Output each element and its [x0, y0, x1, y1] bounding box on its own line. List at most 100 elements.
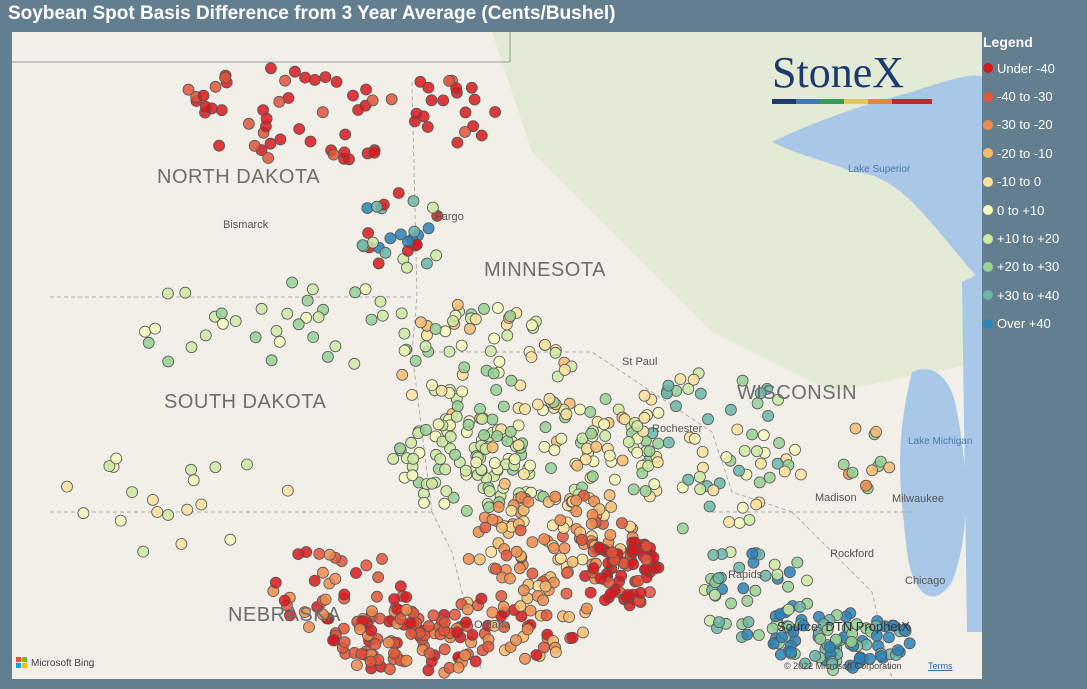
map-dot[interactable] — [504, 572, 516, 585]
map-dot[interactable] — [526, 536, 539, 549]
map-dot[interactable] — [286, 276, 299, 289]
map-dot[interactable] — [195, 498, 208, 511]
map-dot[interactable] — [853, 652, 866, 665]
map-dot[interactable] — [439, 325, 452, 338]
map-dot[interactable] — [521, 623, 534, 636]
map-dot[interactable] — [703, 500, 716, 513]
map-dot[interactable] — [712, 572, 725, 584]
map-dot[interactable] — [452, 661, 465, 674]
map-dot[interactable] — [558, 363, 571, 376]
map-dot[interactable] — [639, 485, 652, 498]
map-dot[interactable] — [476, 413, 489, 425]
map-dot[interactable] — [401, 244, 414, 257]
map-dot[interactable] — [593, 541, 606, 554]
map-dot[interactable] — [622, 436, 635, 448]
map-dot[interactable] — [430, 249, 443, 262]
map-dot[interactable] — [850, 618, 863, 631]
map-dot[interactable] — [478, 302, 490, 315]
map-dot[interactable] — [634, 587, 647, 599]
map-dot[interactable] — [352, 104, 365, 116]
map-dot[interactable] — [513, 562, 526, 575]
map-dot[interactable] — [293, 123, 306, 135]
map-dot[interactable] — [317, 608, 329, 621]
map-dot[interactable] — [524, 459, 536, 472]
map-dot[interactable] — [874, 455, 887, 468]
map-dot[interactable] — [543, 392, 556, 405]
map-dot[interactable] — [408, 225, 421, 238]
map-dot[interactable] — [469, 655, 482, 668]
map-dot[interactable] — [558, 542, 571, 555]
map-dot[interactable] — [321, 350, 334, 363]
map-dot[interactable] — [707, 484, 720, 497]
map-dot[interactable] — [522, 496, 535, 508]
map-dot[interactable] — [199, 101, 212, 113]
map-dot[interactable] — [495, 590, 508, 602]
map-dot[interactable] — [470, 456, 483, 469]
map-dot[interactable] — [468, 93, 481, 106]
map-dot[interactable] — [262, 152, 275, 164]
map-dot[interactable] — [395, 307, 408, 320]
map-dot[interactable] — [369, 638, 382, 650]
map-dot[interactable] — [604, 588, 617, 600]
map-dot[interactable] — [508, 453, 521, 466]
map-dot[interactable] — [307, 331, 320, 344]
map-dot[interactable] — [348, 357, 361, 370]
map-dot[interactable] — [603, 449, 616, 462]
map-dot[interactable] — [473, 553, 486, 566]
map-dot[interactable] — [725, 403, 737, 416]
map-dot[interactable] — [753, 476, 766, 489]
map-dot[interactable] — [455, 339, 468, 352]
map-dot[interactable] — [512, 439, 525, 452]
map-dot[interactable] — [197, 89, 210, 102]
map-dot[interactable] — [615, 569, 628, 582]
map-dot[interactable] — [209, 461, 222, 474]
map-dot[interactable] — [447, 491, 460, 504]
map-dot[interactable] — [640, 540, 653, 553]
map-dot[interactable] — [409, 354, 422, 367]
map-dot[interactable] — [640, 553, 653, 566]
map-dot[interactable] — [570, 494, 583, 507]
map-dot[interactable] — [370, 200, 383, 213]
map-dot[interactable] — [182, 83, 195, 96]
map-dot[interactable] — [504, 425, 517, 438]
map-dot[interactable] — [459, 464, 472, 477]
map-dot[interactable] — [451, 298, 464, 311]
map-dot[interactable] — [585, 517, 598, 530]
map-dot[interactable] — [560, 587, 573, 600]
map-dot[interactable] — [694, 470, 706, 483]
map-dot[interactable] — [438, 616, 451, 629]
map-dot[interactable] — [837, 458, 850, 471]
map-dot[interactable] — [550, 646, 562, 659]
map-dot[interactable] — [723, 516, 735, 528]
map-dot[interactable] — [662, 436, 675, 449]
map-dot[interactable] — [443, 345, 456, 358]
map-dot[interactable] — [414, 75, 427, 88]
map-dot[interactable] — [142, 336, 155, 349]
legend-item[interactable]: -40 to -30 — [983, 82, 1087, 110]
map-dot[interactable] — [394, 580, 407, 593]
map-dot[interactable] — [733, 464, 745, 477]
map-dot[interactable] — [385, 93, 398, 106]
legend-item[interactable]: +20 to +30 — [983, 253, 1087, 281]
map-dot[interactable] — [406, 469, 419, 482]
map-dot[interactable] — [605, 501, 618, 513]
map-dot[interactable] — [767, 637, 780, 650]
map-dot[interactable] — [846, 466, 859, 479]
map-dot[interactable] — [584, 586, 597, 599]
map-dot[interactable] — [539, 338, 551, 351]
map-dot[interactable] — [456, 385, 469, 398]
map-dot[interactable] — [365, 624, 378, 637]
map-dot[interactable] — [713, 616, 725, 628]
map-dot[interactable] — [860, 479, 872, 492]
map-dot[interactable] — [579, 453, 592, 466]
map-dot[interactable] — [394, 613, 407, 625]
map-dot[interactable] — [491, 302, 504, 314]
map-dot[interactable] — [532, 398, 544, 411]
map-dot[interactable] — [741, 628, 754, 641]
map-dot[interactable] — [674, 373, 687, 386]
map-dot[interactable] — [488, 457, 501, 469]
map-dot[interactable] — [627, 558, 640, 571]
map-dot[interactable] — [422, 222, 435, 235]
map-dot[interactable] — [584, 406, 597, 418]
map-dot[interactable] — [110, 452, 123, 465]
